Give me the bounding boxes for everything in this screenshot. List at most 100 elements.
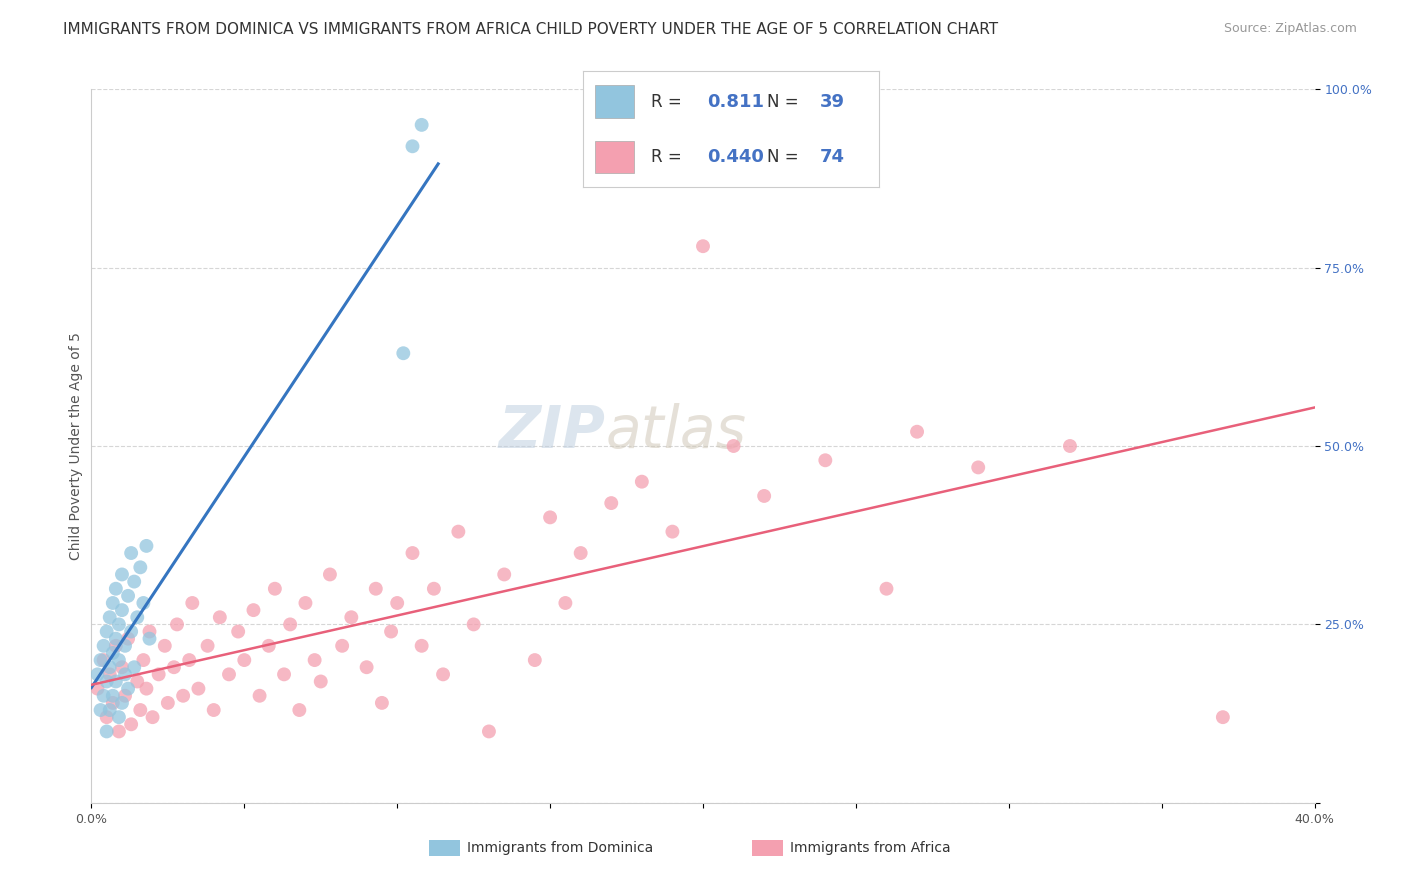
Point xyxy=(132,653,155,667)
Point xyxy=(90,703,112,717)
Point xyxy=(202,703,225,717)
Point xyxy=(138,632,160,646)
Point xyxy=(423,582,446,596)
Text: atlas: atlas xyxy=(605,403,747,460)
Point xyxy=(257,639,280,653)
Point xyxy=(86,681,108,696)
Point xyxy=(166,617,188,632)
Point xyxy=(108,710,131,724)
Point xyxy=(304,653,326,667)
Point xyxy=(98,703,121,717)
Point xyxy=(129,560,152,574)
Point xyxy=(101,596,124,610)
Point xyxy=(447,524,470,539)
Text: ZIP: ZIP xyxy=(498,403,605,460)
Point xyxy=(86,667,108,681)
Point xyxy=(661,524,683,539)
Point xyxy=(723,439,745,453)
Point xyxy=(148,667,170,681)
Point xyxy=(385,596,409,610)
Bar xyxy=(595,86,634,118)
Point xyxy=(278,617,301,632)
Point xyxy=(156,696,179,710)
Text: N =: N = xyxy=(766,148,799,166)
Point xyxy=(401,139,423,153)
Point xyxy=(392,346,415,360)
Point xyxy=(122,660,145,674)
Point xyxy=(111,567,134,582)
Point xyxy=(120,717,142,731)
Point xyxy=(242,603,264,617)
Point xyxy=(104,582,127,596)
Point xyxy=(340,610,363,624)
Point xyxy=(181,596,204,610)
Point xyxy=(96,674,118,689)
Text: Immigrants from Dominica: Immigrants from Dominica xyxy=(467,841,652,855)
Point xyxy=(111,660,134,674)
Point xyxy=(117,681,139,696)
Point xyxy=(208,610,231,624)
Point xyxy=(172,689,194,703)
Point xyxy=(356,660,378,674)
Point xyxy=(401,546,423,560)
Point xyxy=(631,475,654,489)
Point xyxy=(135,681,157,696)
Point xyxy=(120,546,142,560)
Point xyxy=(692,239,714,253)
Point xyxy=(122,574,145,589)
Point xyxy=(294,596,316,610)
Point xyxy=(371,696,394,710)
Text: R =: R = xyxy=(651,148,682,166)
Point xyxy=(163,660,186,674)
Point xyxy=(111,603,134,617)
Point xyxy=(380,624,402,639)
Point xyxy=(478,724,501,739)
Point xyxy=(600,496,623,510)
Point xyxy=(754,489,776,503)
Point xyxy=(554,596,576,610)
Text: Immigrants from Africa: Immigrants from Africa xyxy=(790,841,950,855)
Point xyxy=(96,724,118,739)
Text: 0.440: 0.440 xyxy=(707,148,765,166)
Point xyxy=(319,567,342,582)
Point xyxy=(111,696,134,710)
Text: IMMIGRANTS FROM DOMINICA VS IMMIGRANTS FROM AFRICA CHILD POVERTY UNDER THE AGE O: IMMIGRANTS FROM DOMINICA VS IMMIGRANTS F… xyxy=(63,22,998,37)
Point xyxy=(90,653,112,667)
Point xyxy=(233,653,256,667)
Point xyxy=(93,689,115,703)
Point xyxy=(101,689,124,703)
Point xyxy=(814,453,837,467)
Point xyxy=(129,703,152,717)
Point xyxy=(494,567,516,582)
Point xyxy=(108,617,131,632)
Point xyxy=(104,674,127,689)
Point xyxy=(411,639,433,653)
Point xyxy=(114,667,136,681)
Point xyxy=(538,510,561,524)
Text: 74: 74 xyxy=(820,148,845,166)
Point xyxy=(153,639,176,653)
Bar xyxy=(595,141,634,173)
Point xyxy=(875,582,898,596)
Point xyxy=(117,589,139,603)
Point xyxy=(432,667,454,681)
Point xyxy=(138,624,160,639)
Point xyxy=(1059,439,1081,453)
Point xyxy=(104,632,127,646)
Point xyxy=(98,610,121,624)
Point xyxy=(273,667,295,681)
Point xyxy=(463,617,485,632)
Point xyxy=(569,546,592,560)
Point xyxy=(967,460,990,475)
Point xyxy=(264,582,287,596)
Point xyxy=(98,660,121,674)
Text: 0.811: 0.811 xyxy=(707,93,765,111)
Point xyxy=(104,639,127,653)
Point xyxy=(127,610,149,624)
Point xyxy=(114,689,136,703)
Point xyxy=(288,703,311,717)
Point xyxy=(1212,710,1234,724)
Point xyxy=(309,674,332,689)
Point xyxy=(93,639,115,653)
Point xyxy=(249,689,271,703)
